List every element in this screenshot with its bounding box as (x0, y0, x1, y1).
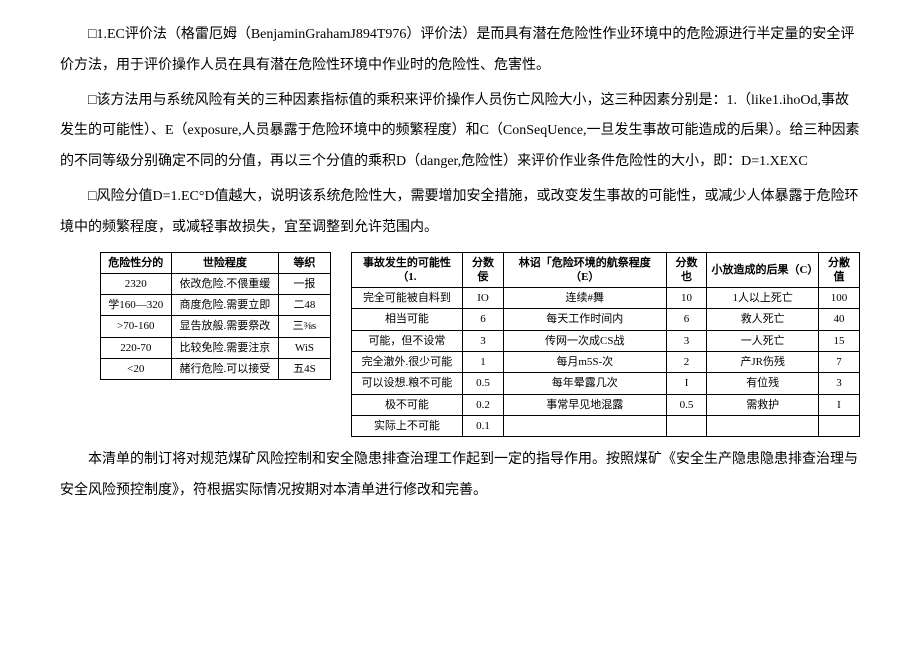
table-cell: 一人死亡 (707, 330, 818, 351)
table-cell: 15 (818, 330, 859, 351)
paragraph-4: 本清单的制订将对规范煤矿风险控制和安全隐患排查治理工作起到一定的指导作用。按照煤… (60, 445, 860, 507)
table-cell: >70-160 (101, 316, 172, 337)
col-header: 事故发生的可能性（1. (351, 252, 462, 288)
table-cell: 学160—320 (101, 295, 172, 316)
table-cell: 每月m5S-次 (503, 352, 666, 373)
table-cell: 220-70 (101, 337, 172, 358)
table-cell: 完全可能被自料到 (351, 288, 462, 309)
col-header: 分数也 (666, 252, 707, 288)
paragraph-1: □1.EC评价法（格雷厄姆（BenjaminGrahamJ894T976）评价法… (60, 20, 860, 82)
tables-container: 危险性分的 世险程度 等织 2320依改危险.不偎重缓一报学160—320商度危… (100, 252, 860, 438)
table-cell: 每年晕露几次 (503, 373, 666, 394)
table-row: <20赭行危险.可以接受五4S (101, 359, 331, 380)
paragraph-2: □该方法用与系统风险有关的三种因素指标值的乘积来评价操作人员伤亡风险大小，这三种… (60, 86, 860, 178)
table-cell: 0.1 (463, 415, 504, 436)
table-cell: 产JR伤残 (707, 352, 818, 373)
paragraph-3: □风险分值D=1.EC°D值越大，说明该系统危险性大，需要增加安全措施，或改变发… (60, 182, 860, 244)
table-cell: IO (463, 288, 504, 309)
table-cell: 2 (666, 352, 707, 373)
table-cell: 0.5 (666, 394, 707, 415)
table-cell: 完全澈外.很少可能 (351, 352, 462, 373)
table-cell: 实际上不可能 (351, 415, 462, 436)
table-cell: 2320 (101, 273, 172, 294)
factor-score-table: 事故发生的可能性（1. 分数佞 林诏「危险环境的航祭程度（E） 分数也 小放造成… (351, 252, 860, 438)
table-cell: 7 (818, 352, 859, 373)
table-cell: 依改危险.不偎重缓 (171, 273, 279, 294)
table-cell: 0.5 (463, 373, 504, 394)
table-cell: 比较免险.需要注京 (171, 337, 279, 358)
table-cell: 可能，但不设常 (351, 330, 462, 351)
table-cell: 40 (818, 309, 859, 330)
table-cell: 1 (463, 352, 504, 373)
table-cell: 6 (463, 309, 504, 330)
table-cell: 每天工作时间内 (503, 309, 666, 330)
table-cell: 显告放般.需要祭改 (171, 316, 279, 337)
table-cell: 事常早见地混露 (503, 394, 666, 415)
table-row: 实际上不可能0.1 (351, 415, 859, 436)
table-cell: 救人死亡 (707, 309, 818, 330)
table-cell: 100 (818, 288, 859, 309)
col-header: 分数佞 (463, 252, 504, 288)
col-header: 林诏「危险环境的航祭程度（E） (503, 252, 666, 288)
table-cell: 可以设想.粮不可能 (351, 373, 462, 394)
table-cell: 五4S (279, 359, 331, 380)
table-body: 2320依改危险.不偎重缓一报学160—320商度危险.需要立即二48>70-1… (101, 273, 331, 379)
table-body: 完全可能被自料到IO连续#舞101人以上死亡100相当可能6每天工作时间内6救人… (351, 288, 859, 437)
table-row: >70-160显告放般.需要祭改三⅜s (101, 316, 331, 337)
table-cell: 极不可能 (351, 394, 462, 415)
table-cell: 3 (666, 330, 707, 351)
table-cell: 0.2 (463, 394, 504, 415)
table-cell: 三⅜s (279, 316, 331, 337)
table-cell: 需救护 (707, 394, 818, 415)
col-header: 小放造成的后果（C） (707, 252, 818, 288)
col-header: 世险程度 (171, 252, 279, 273)
table-cell: 传网一次成CS战 (503, 330, 666, 351)
table-cell: 连续#舞 (503, 288, 666, 309)
table-row: 可能，但不设常3传网一次成CS战3一人死亡15 (351, 330, 859, 351)
table-cell: 3 (463, 330, 504, 351)
table-row: 相当可能6每天工作时间内6救人死亡40 (351, 309, 859, 330)
table-cell: <20 (101, 359, 172, 380)
table-cell: 1人以上死亡 (707, 288, 818, 309)
table-cell (666, 415, 707, 436)
table-cell: 赭行危险.可以接受 (171, 359, 279, 380)
table-cell: WiS (279, 337, 331, 358)
table-cell (707, 415, 818, 436)
table-row: 完全可能被自料到IO连续#舞101人以上死亡100 (351, 288, 859, 309)
table-cell: 商度危险.需要立即 (171, 295, 279, 316)
table-cell: 二48 (279, 295, 331, 316)
table-cell: 一报 (279, 273, 331, 294)
col-header: 等织 (279, 252, 331, 273)
table-cell: I (666, 373, 707, 394)
table-cell: 3 (818, 373, 859, 394)
table-cell (818, 415, 859, 436)
risk-level-table: 危险性分的 世险程度 等织 2320依改危险.不偎重缓一报学160—320商度危… (100, 252, 331, 381)
table-header-row: 危险性分的 世险程度 等织 (101, 252, 331, 273)
table-header-row: 事故发生的可能性（1. 分数佞 林诏「危险环境的航祭程度（E） 分数也 小放造成… (351, 252, 859, 288)
table-cell: 相当可能 (351, 309, 462, 330)
col-header: 分敝值 (818, 252, 859, 288)
table-row: 2320依改危险.不偎重缓一报 (101, 273, 331, 294)
table-row: 完全澈外.很少可能1每月m5S-次2产JR伤残7 (351, 352, 859, 373)
col-header: 危险性分的 (101, 252, 172, 273)
table-row: 220-70比较免险.需要注京WiS (101, 337, 331, 358)
table-cell: 10 (666, 288, 707, 309)
table-row: 可以设想.粮不可能0.5每年晕露几次I有位残3 (351, 373, 859, 394)
table-cell: 有位残 (707, 373, 818, 394)
table-cell: 6 (666, 309, 707, 330)
table-row: 学160—320商度危险.需要立即二48 (101, 295, 331, 316)
table-row: 极不可能0.2事常早见地混露0.5需救护I (351, 394, 859, 415)
table-cell (503, 415, 666, 436)
table-cell: I (818, 394, 859, 415)
